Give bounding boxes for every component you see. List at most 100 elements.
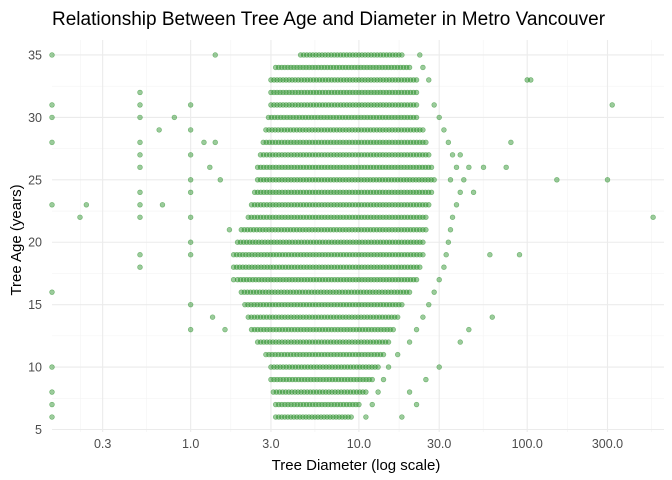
data-point (431, 102, 437, 108)
data-point (288, 189, 294, 196)
data-point (379, 339, 386, 345)
data-point (295, 239, 302, 245)
data-point (275, 414, 282, 420)
data-point (423, 214, 429, 220)
y-tick-label: 15 (28, 298, 42, 312)
data-point (399, 52, 405, 58)
data-point (307, 102, 314, 108)
data-point (301, 276, 307, 283)
data-point (272, 414, 279, 420)
data-point (457, 152, 463, 158)
data-point (298, 89, 304, 96)
data-point (313, 102, 320, 108)
data-point (49, 289, 55, 295)
data-point (49, 114, 55, 121)
data-point (187, 152, 194, 158)
data-point (369, 401, 375, 408)
data-point (187, 177, 194, 183)
data-point (341, 102, 347, 108)
data-point (420, 64, 426, 71)
data-point (363, 414, 369, 420)
data-point (346, 339, 352, 345)
data-point (420, 252, 426, 258)
data-point (276, 177, 282, 183)
data-point (441, 127, 447, 133)
data-point (389, 77, 395, 83)
data-point (374, 276, 380, 283)
data-point (333, 64, 340, 71)
data-point (377, 102, 383, 108)
data-point (322, 77, 329, 83)
data-point (259, 276, 265, 283)
data-point (347, 276, 353, 283)
data-point (282, 414, 288, 420)
data-point (350, 239, 356, 245)
data-point (349, 177, 355, 183)
data-point (410, 77, 417, 83)
data-point (226, 227, 233, 233)
data-point (319, 89, 326, 96)
data-point (356, 89, 362, 96)
data-point (304, 89, 311, 96)
data-point (431, 177, 437, 183)
data-point (392, 102, 399, 108)
data-point (362, 102, 368, 108)
data-point (295, 89, 301, 96)
data-point (328, 339, 334, 345)
data-point (313, 89, 320, 96)
data-point (257, 177, 264, 183)
data-point (327, 414, 333, 420)
x-tick-label: 3.0 (262, 437, 279, 451)
data-point (307, 89, 314, 96)
data-point (77, 214, 83, 220)
data-point (368, 276, 374, 283)
data-point (419, 189, 426, 196)
data-point (453, 164, 460, 171)
data-point (365, 276, 371, 283)
data-point (274, 239, 280, 245)
data-point (301, 239, 308, 245)
data-point (420, 127, 426, 133)
data-point (265, 276, 271, 283)
data-point (324, 177, 331, 183)
data-point (271, 102, 277, 108)
data-point (362, 239, 368, 245)
data-point (368, 102, 374, 108)
data-point (363, 389, 369, 395)
data-point (356, 401, 362, 408)
data-point (373, 64, 379, 71)
data-point (264, 339, 270, 345)
data-point (289, 89, 295, 96)
data-point (342, 414, 348, 420)
data-point (201, 139, 207, 146)
data-point (285, 414, 291, 420)
data-point (413, 177, 419, 183)
data-point (358, 64, 364, 71)
data-point (303, 64, 309, 71)
data-point (333, 414, 339, 420)
data-point (289, 77, 295, 83)
data-point (359, 239, 365, 245)
data-point (391, 314, 398, 320)
data-point (283, 102, 289, 108)
data-point (230, 276, 237, 283)
data-point (516, 252, 523, 258)
data-point (368, 239, 374, 245)
data-point (371, 89, 377, 96)
data-point (347, 239, 353, 245)
data-point (187, 102, 194, 108)
data-point (297, 414, 303, 420)
data-point (426, 152, 432, 158)
data-point (406, 289, 413, 295)
data-point (316, 102, 323, 108)
data-point (370, 177, 376, 183)
x-tick-label: 1.0 (182, 437, 199, 451)
data-point (292, 77, 298, 83)
data-point (286, 89, 292, 96)
data-point (383, 89, 389, 96)
data-point (410, 89, 417, 96)
data-point (397, 64, 404, 71)
data-point (273, 177, 279, 183)
data-point (285, 64, 291, 71)
data-point (292, 276, 298, 283)
